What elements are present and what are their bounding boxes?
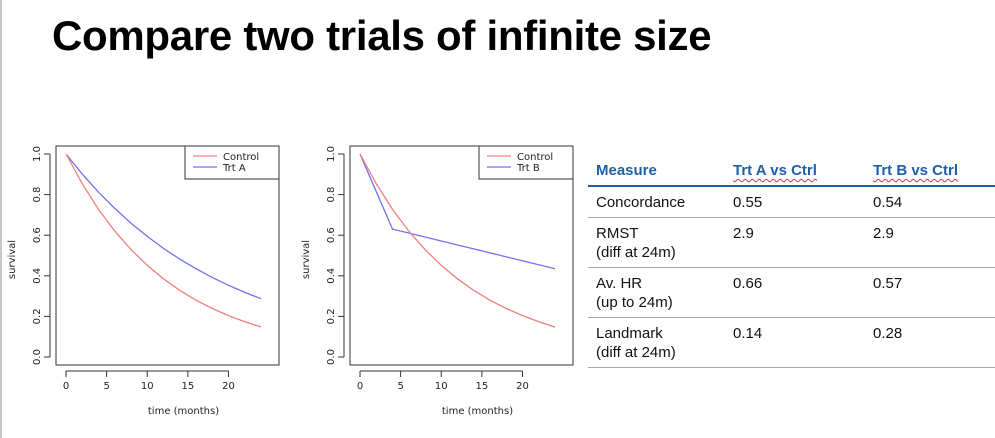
measure-cell: Landmark (diff at 24m) <box>588 317 725 368</box>
x-tick-label: 20 <box>516 381 529 392</box>
series-line-trt-a <box>65 153 262 300</box>
x-tick-label: 15 <box>476 381 489 392</box>
legend-entry: Control <box>517 152 553 163</box>
trt-a-value: 2.9 <box>725 217 865 268</box>
header-measure: Measure <box>588 152 725 187</box>
chart-svg: 0.0 0.2 0.4 0.6 0.8 1.0 0 5 10 15 20 time (months) s… <box>301 145 574 417</box>
x-tick-label: 10 <box>141 381 154 392</box>
legend-box <box>478 145 574 180</box>
table-row: Concordance 0.55 0.54 <box>588 186 995 218</box>
y-tick-label: 0.0 <box>326 349 337 365</box>
series-line-trt-b <box>359 153 556 270</box>
measure-detail: (up to 24m) <box>596 294 673 311</box>
trt-a-value: 0.66 <box>725 267 865 318</box>
y-tick-label: 0.0 <box>32 349 43 365</box>
y-tick-label: 0.8 <box>32 187 43 203</box>
slide-title: Compare two trials of infinite size <box>52 12 712 59</box>
legend-entry: Trt B <box>516 163 540 174</box>
trt-b-value: 0.54 <box>865 186 995 218</box>
x-tick-label: 0 <box>63 381 69 392</box>
comparison-table: Measure Trt A vs Ctrl Trt B vs Ctrl Conc… <box>588 152 995 368</box>
y-tick-label: 0.2 <box>32 308 43 324</box>
table-header-row: Measure Trt A vs Ctrl Trt B vs Ctrl <box>588 152 995 187</box>
survival-chart-trt-a: 0.0 0.2 0.4 0.6 0.8 1.0 0 5 10 15 20 time (months) s… <box>0 138 290 433</box>
header-trt-b: Trt B vs Ctrl <box>865 152 995 187</box>
measure-cell: Concordance <box>588 186 725 218</box>
x-axis-label: time (months) <box>148 406 219 417</box>
x-tick-label: 15 <box>182 381 195 392</box>
trt-a-value: 0.14 <box>725 317 865 368</box>
measure-cell: RMST (diff at 24m) <box>588 217 725 268</box>
y-tick-label: 0.2 <box>326 308 337 324</box>
y-axis-label: survival <box>301 240 312 279</box>
x-tick-label: 20 <box>222 381 235 392</box>
x-tick-label: 10 <box>435 381 448 392</box>
trt-b-value: 0.28 <box>865 317 995 368</box>
survival-chart-trt-b: 0.0 0.2 0.4 0.6 0.8 1.0 0 5 10 15 20 time (months) s… <box>294 138 584 433</box>
slide-edge-line <box>0 0 2 438</box>
table-row: Landmark (diff at 24m) 0.14 0.28 <box>588 317 995 368</box>
series-line-control <box>359 153 556 328</box>
measure-detail: (diff at 24m) <box>596 244 676 261</box>
header-trt-b-label: Trt B vs Ctrl <box>873 162 959 179</box>
measure-name: Landmark <box>596 325 663 342</box>
y-tick-label: 1.0 <box>326 146 337 162</box>
legend-box <box>184 145 280 180</box>
x-tick-label: 0 <box>357 381 363 392</box>
trt-b-value: 2.9 <box>865 217 995 268</box>
measure-name: Concordance <box>596 194 686 211</box>
trt-a-value: 0.55 <box>725 186 865 218</box>
plot-frame <box>55 145 280 366</box>
trt-b-value: 0.57 <box>865 267 995 318</box>
series-line-control <box>65 153 262 328</box>
y-axis-label: survival <box>7 240 18 279</box>
measure-name: Av. HR <box>596 275 643 292</box>
legend-entry: Control <box>223 152 259 163</box>
header-trt-a-label: Trt A vs Ctrl <box>733 162 817 179</box>
measure-detail: (diff at 24m) <box>596 344 676 361</box>
y-tick-label: 1.0 <box>32 146 43 162</box>
header-trt-a: Trt A vs Ctrl <box>725 152 865 187</box>
measure-cell: Av. HR (up to 24m) <box>588 267 725 318</box>
table-row: Av. HR (up to 24m) 0.66 0.57 <box>588 267 995 318</box>
comparison-table-wrap: Measure Trt A vs Ctrl Trt B vs Ctrl Conc… <box>588 152 995 368</box>
y-tick-label: 0.6 <box>326 227 337 243</box>
legend-entry: Trt A <box>222 163 246 174</box>
table-row: RMST (diff at 24m) 2.9 2.9 <box>588 217 995 268</box>
y-tick-label: 0.4 <box>32 268 43 284</box>
y-tick-label: 0.6 <box>32 227 43 243</box>
y-tick-label: 0.4 <box>326 268 337 284</box>
x-tick-label: 5 <box>397 381 403 392</box>
chart-svg: 0.0 0.2 0.4 0.6 0.8 1.0 0 5 10 15 20 time (months) s… <box>7 145 280 417</box>
plot-frame <box>349 145 574 366</box>
y-tick-label: 0.8 <box>326 187 337 203</box>
measure-name: RMST <box>596 225 639 242</box>
x-axis-label: time (months) <box>442 406 513 417</box>
x-tick-label: 5 <box>103 381 109 392</box>
